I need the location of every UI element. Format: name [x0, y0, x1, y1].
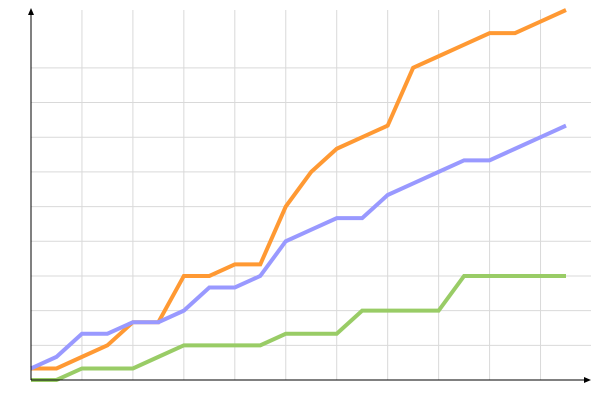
x-axis-arrow-icon	[584, 377, 591, 383]
axes	[28, 8, 591, 383]
series-group	[30, 8, 567, 382]
series-line-2	[30, 123, 567, 371]
grid	[31, 10, 591, 380]
series-line-1	[31, 8, 567, 371]
y-axis-arrow-icon	[28, 8, 34, 15]
series-line-3	[31, 273, 566, 382]
